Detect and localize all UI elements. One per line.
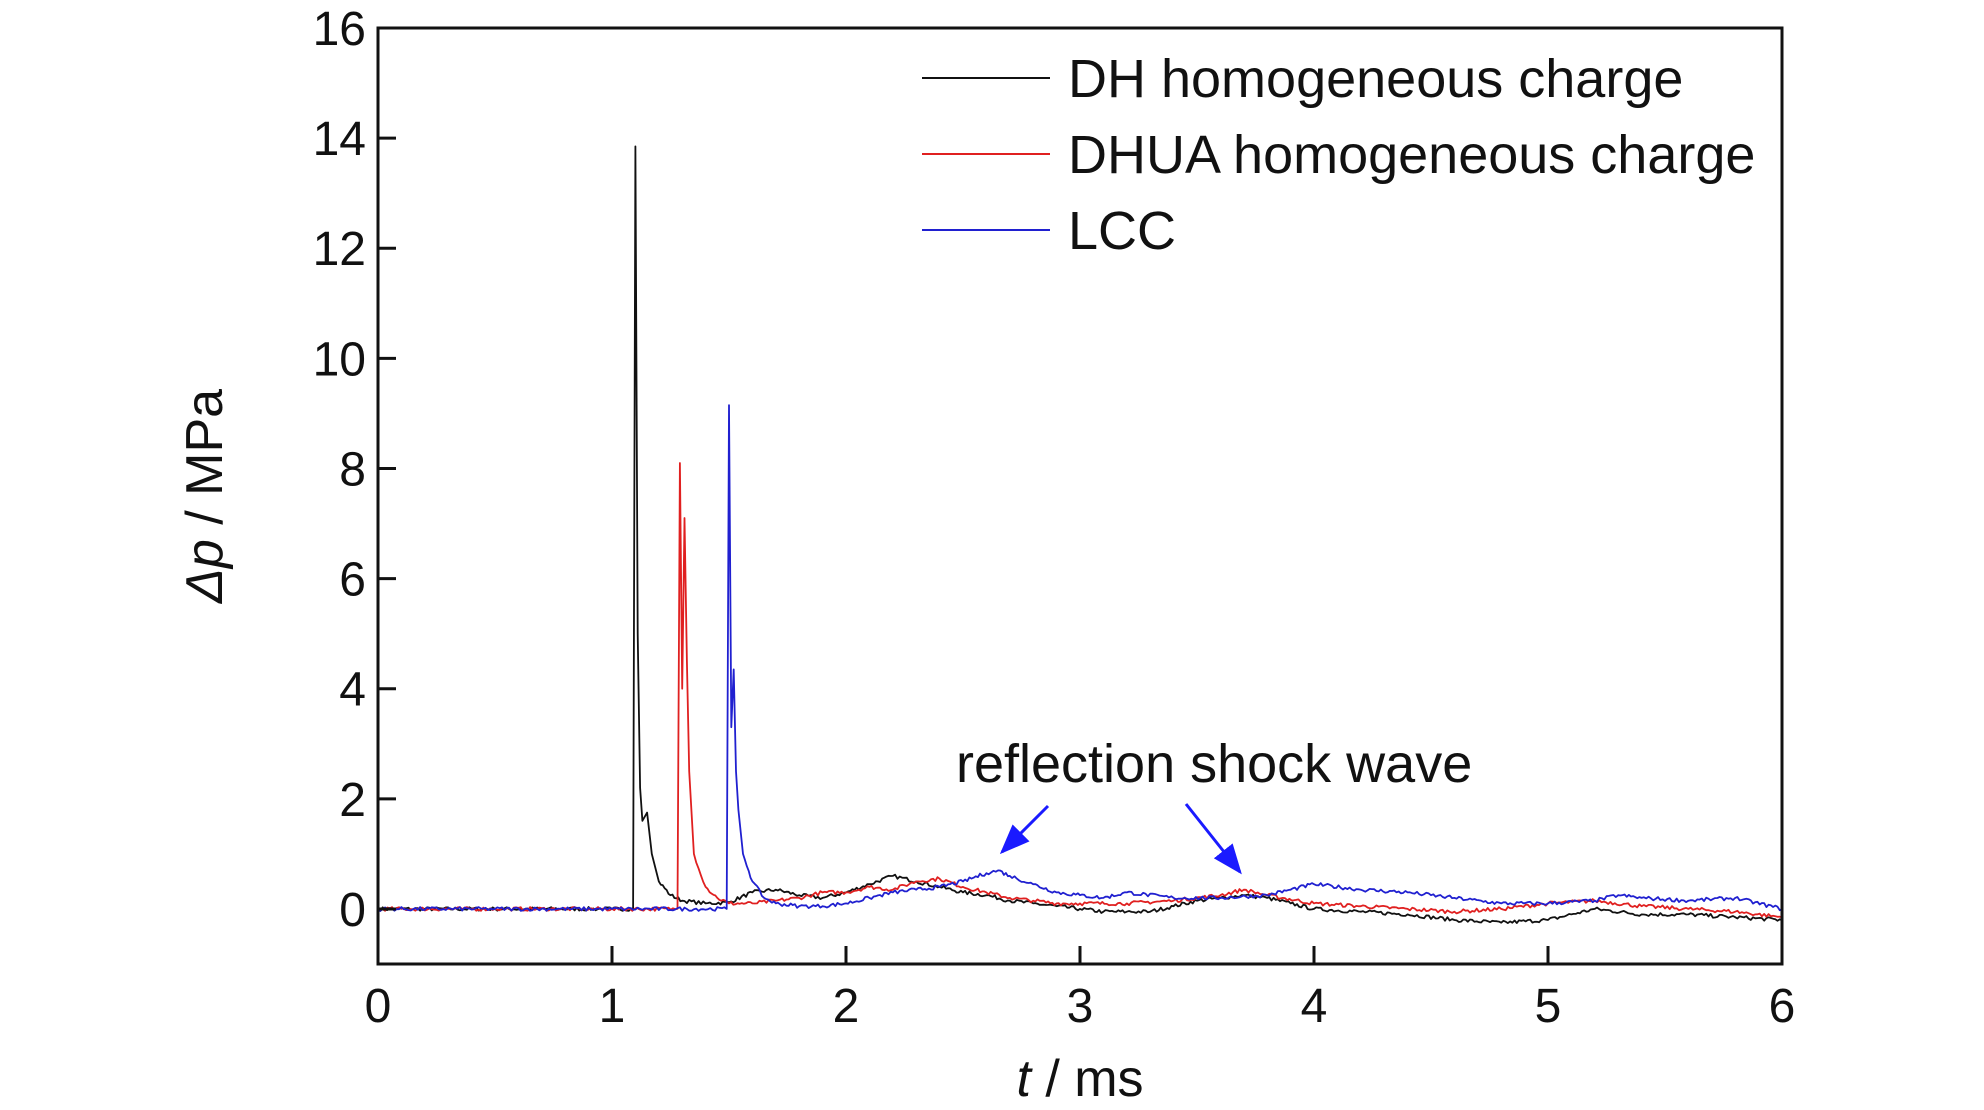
x-tick-label: 6 [1769, 980, 1796, 1033]
x-tick-label: 5 [1535, 980, 1562, 1033]
annotation-arrow-2 [1184, 803, 1242, 875]
series-layer [377, 145, 1783, 924]
y-tick-label: 12 [313, 223, 366, 276]
series-line-3 [377, 404, 1783, 912]
y-tick-label: 16 [313, 3, 366, 56]
y-tick-label: 2 [339, 774, 366, 827]
x-tick-label: 3 [1067, 980, 1094, 1033]
x-tick-label: 1 [599, 980, 626, 1033]
legend-label-1: DH homogeneous charge [1068, 49, 1683, 109]
y-tick-label: 14 [313, 113, 366, 166]
y-tick-label: 6 [339, 554, 366, 607]
y-tick-label: 4 [339, 664, 366, 717]
annotation: reflection shock wave [956, 734, 1472, 875]
y-tick-label: 10 [313, 333, 366, 386]
x-tick-label: 2 [833, 980, 860, 1033]
series-line-2 [377, 462, 1783, 919]
y-tick-label: 0 [339, 884, 366, 937]
x-tick-label: 4 [1301, 980, 1328, 1033]
y-tick-label: 8 [339, 443, 366, 496]
legend-label-2: DHUA homogeneous charge [1068, 125, 1755, 185]
legend-label-3: LCC [1068, 201, 1176, 261]
labels-layer: t / ms Δp / MPa [176, 389, 1144, 1108]
annotation-text: reflection shock wave [956, 734, 1472, 794]
annotation-arrow-1 [999, 804, 1050, 855]
y-axis-label: Δp / MPa [176, 389, 234, 605]
series-line-1 [377, 145, 1783, 924]
x-axis-label: t / ms [1016, 1050, 1143, 1108]
legend: DH homogeneous charge DHUA homogeneous ch… [922, 49, 1755, 261]
x-tick-label: 0 [365, 980, 392, 1033]
